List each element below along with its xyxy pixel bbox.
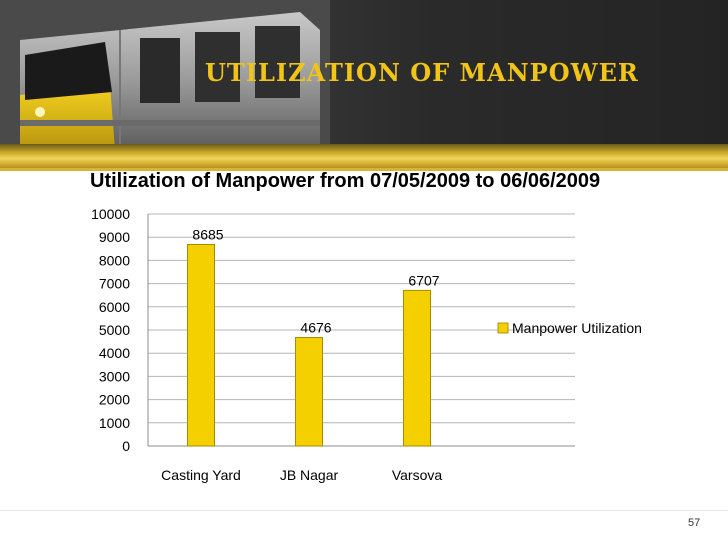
page-number: 57 [688, 517, 701, 529]
x-axis-tick-labels: Casting Yard JB Nagar Varsova [161, 467, 442, 483]
y-tick-label: 8000 [99, 252, 130, 268]
bar [403, 289, 431, 447]
y-tick-label: 4000 [99, 345, 130, 361]
bar [187, 244, 215, 447]
data-label: 4676 [300, 320, 331, 336]
data-labels: 8685 4676 6707 [192, 227, 439, 336]
y-tick-label: 0 [122, 438, 130, 454]
legend: Manpower Utilization [497, 320, 642, 336]
gold-divider-band [0, 144, 728, 168]
x-tick-label: Casting Yard [161, 467, 241, 483]
footer-line [0, 510, 728, 511]
data-label: 6707 [408, 272, 439, 288]
y-tick-label: 7000 [99, 276, 130, 292]
bar [295, 337, 323, 447]
x-tick-label: Varsova [392, 467, 443, 483]
y-tick-label: 6000 [99, 299, 130, 315]
y-tick-label: 1000 [99, 415, 130, 431]
legend-swatch [497, 322, 509, 334]
data-label: 8685 [192, 227, 223, 243]
y-axis-tick-labels: 0 1000 2000 3000 4000 5000 6000 7000 8000 9000 100… [91, 206, 130, 454]
header-banner [0, 0, 728, 148]
legend-label: Manpower Utilization [512, 320, 642, 336]
x-tick-label: JB Nagar [280, 467, 339, 483]
y-tick-label: 9000 [99, 229, 130, 245]
gold-divider-line [0, 168, 728, 171]
y-tick-label: 2000 [99, 392, 130, 408]
y-tick-label: 10000 [91, 206, 130, 222]
slide-title: Utilization of Manpower [205, 58, 639, 87]
gridlines [147, 213, 575, 447]
train-image [0, 0, 330, 148]
bars [187, 244, 431, 447]
y-tick-label: 3000 [99, 368, 130, 384]
y-tick-label: 5000 [99, 322, 130, 338]
chart-title: Utilization of Manpower from 07/05/2009 … [90, 170, 601, 192]
bar-chart: 0 1000 2000 3000 4000 5000 6000 7000 8000 9000 100… [91, 206, 642, 483]
